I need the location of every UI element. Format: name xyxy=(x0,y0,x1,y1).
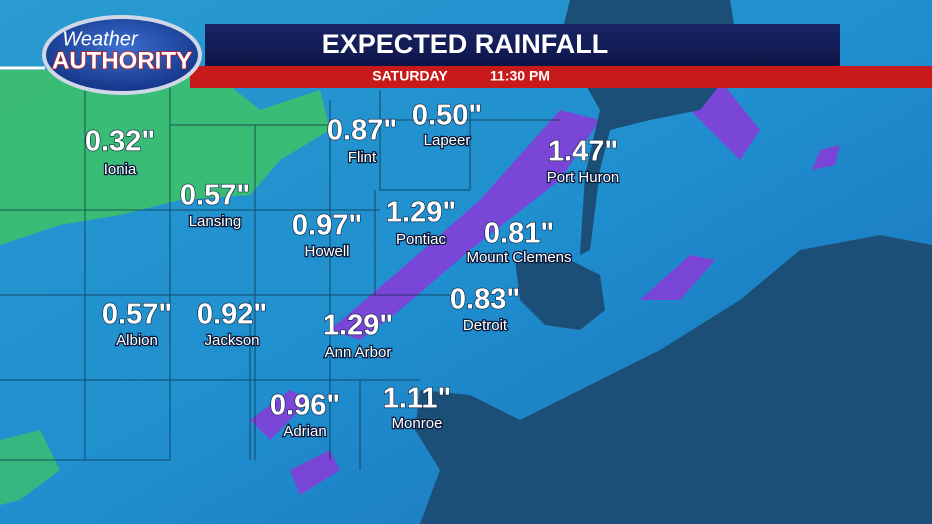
rain-amount: 0.96" xyxy=(270,390,340,422)
day: SATURDAY xyxy=(372,68,448,84)
lake-erie xyxy=(415,235,932,524)
rain-amount: 0.32" xyxy=(85,126,155,158)
rain-amount: 0.50" xyxy=(412,100,482,132)
city-name: Ann Arbor xyxy=(325,344,392,361)
city-name: Monroe xyxy=(392,415,443,432)
header-bar xyxy=(205,24,840,66)
rain-amount: 1.29" xyxy=(386,197,456,229)
city-name: Port Huron xyxy=(547,169,620,186)
lake-st-clair xyxy=(515,255,605,330)
city-name: Lansing xyxy=(189,213,242,230)
logo-line1: Weather xyxy=(62,28,139,50)
rain-amount: 0.92" xyxy=(197,299,267,331)
city-name: Jackson xyxy=(204,332,259,349)
rain-amount: 0.81" xyxy=(484,218,554,250)
city-name: Adrian xyxy=(283,423,326,440)
city-name: Pontiac xyxy=(396,231,447,248)
city-name: Ionia xyxy=(104,161,137,178)
rain-amount: 1.11" xyxy=(383,383,452,415)
light-rain xyxy=(0,430,60,505)
logo xyxy=(42,15,202,95)
city-name: Albion xyxy=(116,332,158,349)
rain-amount: 0.57" xyxy=(102,299,172,331)
city-name: Howell xyxy=(304,243,349,260)
rain-amount: 0.57" xyxy=(180,180,250,212)
rain-amount: 0.83" xyxy=(450,284,520,316)
city-name: Detroit xyxy=(463,317,508,334)
heavy-rain xyxy=(330,110,600,340)
rain-amount: 1.29" xyxy=(323,310,393,342)
rain-amount: 0.87" xyxy=(327,115,397,147)
county-lines xyxy=(0,80,560,470)
rain-amount: 1.47" xyxy=(548,136,618,168)
city-name: Mount Clemens xyxy=(466,249,571,266)
time: 11:30 PM xyxy=(490,68,550,84)
subheader-bar xyxy=(190,66,932,88)
light-rain xyxy=(0,70,330,245)
city-name: Lapeer xyxy=(424,132,471,149)
logo-line2: AUTHORITY xyxy=(52,47,192,74)
title: EXPECTED RAINFALL xyxy=(322,29,609,59)
rain-labels: 0.32"Ionia0.57"Lansing0.87"Flint0.50"Lap… xyxy=(84,99,620,441)
rain-amount: 0.97" xyxy=(292,210,362,242)
city-name: Flint xyxy=(348,149,377,166)
